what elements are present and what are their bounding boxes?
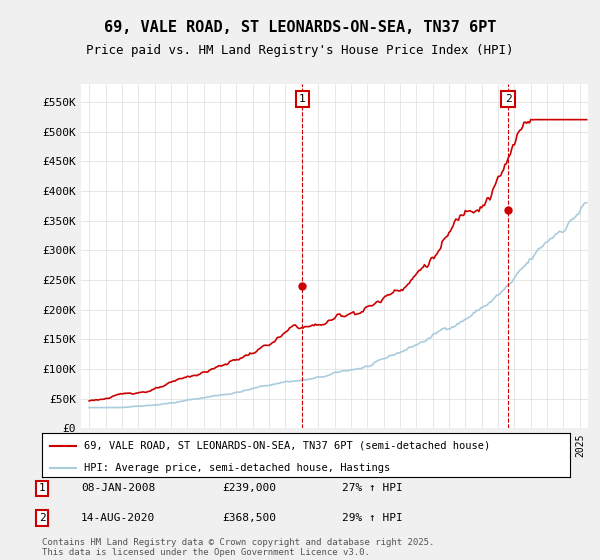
Text: £239,000: £239,000	[222, 483, 276, 493]
Text: 1: 1	[299, 94, 305, 104]
Text: 1: 1	[38, 483, 46, 493]
Text: HPI: Average price, semi-detached house, Hastings: HPI: Average price, semi-detached house,…	[84, 463, 391, 473]
Text: 27% ↑ HPI: 27% ↑ HPI	[342, 483, 403, 493]
Text: Price paid vs. HM Land Registry's House Price Index (HPI): Price paid vs. HM Land Registry's House …	[86, 44, 514, 57]
Text: 69, VALE ROAD, ST LEONARDS-ON-SEA, TN37 6PT (semi-detached house): 69, VALE ROAD, ST LEONARDS-ON-SEA, TN37 …	[84, 441, 490, 451]
Text: 08-JAN-2008: 08-JAN-2008	[81, 483, 155, 493]
Text: 2: 2	[505, 94, 512, 104]
Text: Contains HM Land Registry data © Crown copyright and database right 2025.
This d: Contains HM Land Registry data © Crown c…	[42, 538, 434, 557]
Text: 29% ↑ HPI: 29% ↑ HPI	[342, 513, 403, 523]
Text: £368,500: £368,500	[222, 513, 276, 523]
Text: 2: 2	[38, 513, 46, 523]
Text: 69, VALE ROAD, ST LEONARDS-ON-SEA, TN37 6PT: 69, VALE ROAD, ST LEONARDS-ON-SEA, TN37 …	[104, 20, 496, 35]
Text: 14-AUG-2020: 14-AUG-2020	[81, 513, 155, 523]
